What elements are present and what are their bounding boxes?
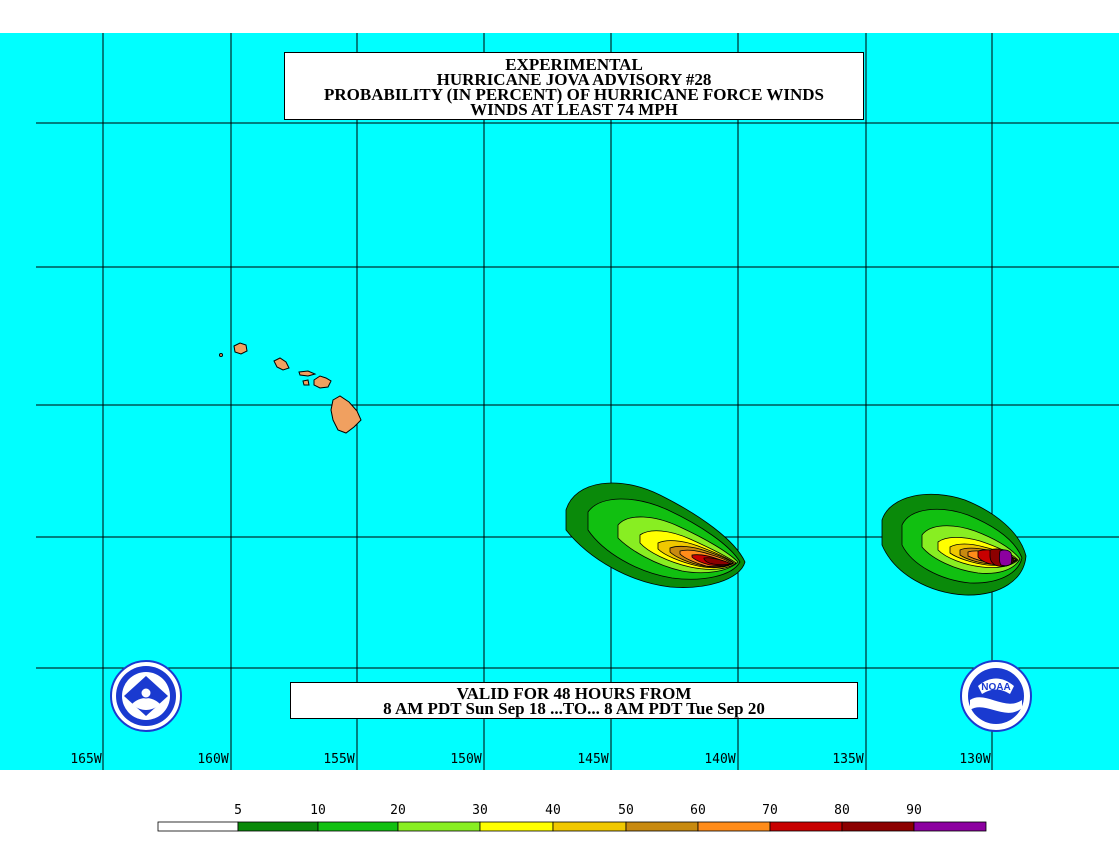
legend-swatch (479, 821, 554, 832)
legend-swatch (237, 821, 319, 832)
legend-label: 20 (390, 803, 406, 818)
longitude-label: 165W (70, 752, 102, 767)
ocean-area (0, 33, 1119, 770)
longitude-label: 135W (832, 752, 864, 767)
island-hawaii (330, 395, 362, 434)
probability-contours-east (881, 493, 1027, 596)
legend-label: 50 (618, 803, 634, 818)
legend-swatch (625, 821, 699, 832)
title-line-1: EXPERIMENTAL (505, 55, 643, 74)
island-oahu (273, 357, 290, 371)
title-line-3: PROBABILITY (IN PERCENT) OF HURRICANE FO… (324, 85, 824, 104)
contour-90-east (998, 549, 1013, 567)
legend-swatch (397, 821, 481, 832)
title-line-2: HURRICANE JOVA ADVISORY #28 (436, 70, 712, 89)
contour-80-west (703, 557, 731, 566)
valid-line-1: VALID FOR 48 HOURS FROM (456, 684, 692, 703)
legend-label: 10 (310, 803, 326, 818)
legend-swatch (317, 821, 399, 832)
map-title-box: EXPERIMENTAL HURRICANE JOVA ADVISORY #28… (284, 52, 864, 120)
hawaiian-islands (219, 342, 362, 434)
noaa-logo: NOAA (960, 660, 1032, 732)
longitude-label: 160W (197, 752, 229, 767)
title-line-4: WINDS AT LEAST 74 MPH (470, 100, 678, 119)
legend-bar (157, 821, 987, 832)
island-molokai (298, 370, 317, 377)
legend-swatch (697, 821, 771, 832)
legend-label: 80 (834, 803, 850, 818)
longitude-label: 140W (704, 752, 736, 767)
legend-label: 90 (906, 803, 922, 818)
legend-swatch (841, 821, 915, 832)
longitude-label: 150W (450, 752, 482, 767)
island-maui (313, 375, 332, 389)
legend-swatch (769, 821, 843, 832)
nws-seal (110, 660, 182, 732)
legend-label: 40 (545, 803, 561, 818)
legend-label: 30 (472, 803, 488, 818)
longitude-label: 155W (323, 752, 355, 767)
probability-contours-west (565, 482, 746, 588)
valid-line-2: 8 AM PDT Sun Sep 18 ...TO... 8 AM PDT Tu… (383, 699, 765, 718)
legend-label: 60 (690, 803, 706, 818)
island-kauai (233, 342, 248, 355)
island-lanai (302, 379, 310, 386)
legend-swatch (552, 821, 627, 832)
legend-swatch (913, 821, 987, 832)
lat-lon-grid (36, 33, 1119, 770)
legend-swatch (157, 821, 239, 832)
legend-label: 5 (234, 803, 242, 818)
legend-label: 70 (762, 803, 778, 818)
noaa-logo-text: NOAA (981, 682, 1010, 693)
longitude-label: 130W (959, 752, 991, 767)
longitude-label: 145W (577, 752, 609, 767)
valid-period-box: VALID FOR 48 HOURS FROM 8 AM PDT Sun Sep… (290, 682, 858, 719)
island-niihau (219, 353, 223, 357)
